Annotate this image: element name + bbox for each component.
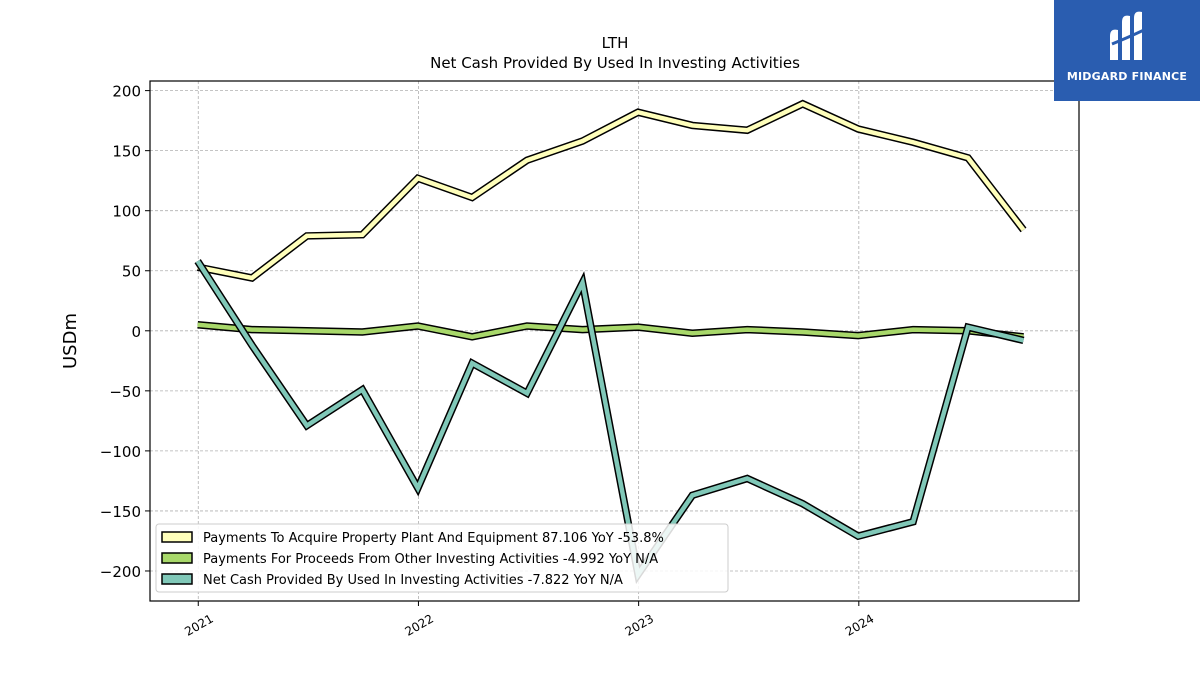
data-point [857,334,860,337]
y-tick-label: 0 [131,323,141,341]
data-point [526,324,529,327]
series-line [195,259,1025,581]
data-point [305,424,308,427]
y-tick-label: −200 [100,563,141,581]
x-axis: 2021 2022 2023 2024 [182,601,876,639]
data-point [912,141,915,144]
data-point [746,477,749,480]
series-line [197,322,1024,340]
data-point [581,140,584,143]
data-point [857,535,860,538]
chart-title: LTH [602,34,629,52]
data-point [471,335,474,338]
data-point [526,159,529,162]
data-point [746,129,749,132]
data-point [1022,228,1025,231]
data-point [637,326,640,329]
y-axis: 200 150 100 50 0 −50 −100 −150 −200 [100,83,150,581]
series-line [197,101,1026,281]
data-point [471,196,474,199]
data-point [1022,339,1025,342]
data-point [967,326,970,329]
data-point [801,330,804,333]
x-tick-label: 2021 [182,611,215,638]
y-tick-label: −150 [100,503,141,521]
y-tick-label: 50 [122,263,141,281]
data-point [967,156,970,159]
data-point [691,332,694,335]
legend-box [155,523,729,593]
legend-swatch [161,531,193,543]
data-point [746,328,749,331]
series-layer [194,99,1027,585]
data-point [526,392,529,395]
data-point [581,328,584,331]
series-3 [194,259,1025,585]
data-point [581,281,584,284]
data-point [250,276,253,279]
legend-swatch [161,552,193,564]
series-1 [196,99,1027,282]
data-point [416,177,419,180]
data-point [637,111,640,114]
y-tick-label: 100 [112,203,141,221]
legend-label: Net Cash Provided By Used In Investing A… [203,573,623,588]
data-point [416,324,419,327]
data-point [416,487,419,490]
data-point [196,260,199,263]
x-tick-label: 2023 [623,611,656,638]
legend-label: Payments For Proceeds From Other Investi… [203,552,658,567]
y-tick-label: −50 [109,383,141,401]
x-tick-label: 2024 [843,611,876,638]
data-point [361,388,364,391]
data-point [801,502,804,505]
data-point [912,328,915,331]
grid [150,81,1079,601]
data-point [250,328,253,331]
series-line-outline [196,99,1027,282]
brand-name: MIDGARD FINANCE [1066,70,1188,83]
brand-logo: MIDGARD FINANCE [1054,0,1200,101]
y-tick-label: 150 [112,143,141,161]
legend: Payments To Acquire Property Plant And E… [155,523,729,593]
data-point [471,362,474,365]
data-point [361,330,364,333]
data-point [801,102,804,105]
data-point [196,323,199,326]
data-point [305,329,308,332]
y-tick-label: −100 [100,443,141,461]
legend-swatch [161,573,193,585]
data-point [912,520,915,523]
series-2 [196,321,1024,341]
data-point [857,128,860,131]
chart-subtitle: Net Cash Provided By Used In Investing A… [430,54,800,72]
data-point [691,124,694,127]
logo-mark-icon [1110,11,1145,61]
data-point [361,233,364,236]
x-tick-label: 2022 [402,611,435,638]
data-point [250,344,253,347]
data-point [691,494,694,497]
legend-label: Payments To Acquire Property Plant And E… [203,531,664,546]
data-point [305,234,308,237]
plot-frame [149,80,1080,602]
y-tick-label: 200 [112,83,141,101]
y-axis-label: USDm [60,313,81,369]
